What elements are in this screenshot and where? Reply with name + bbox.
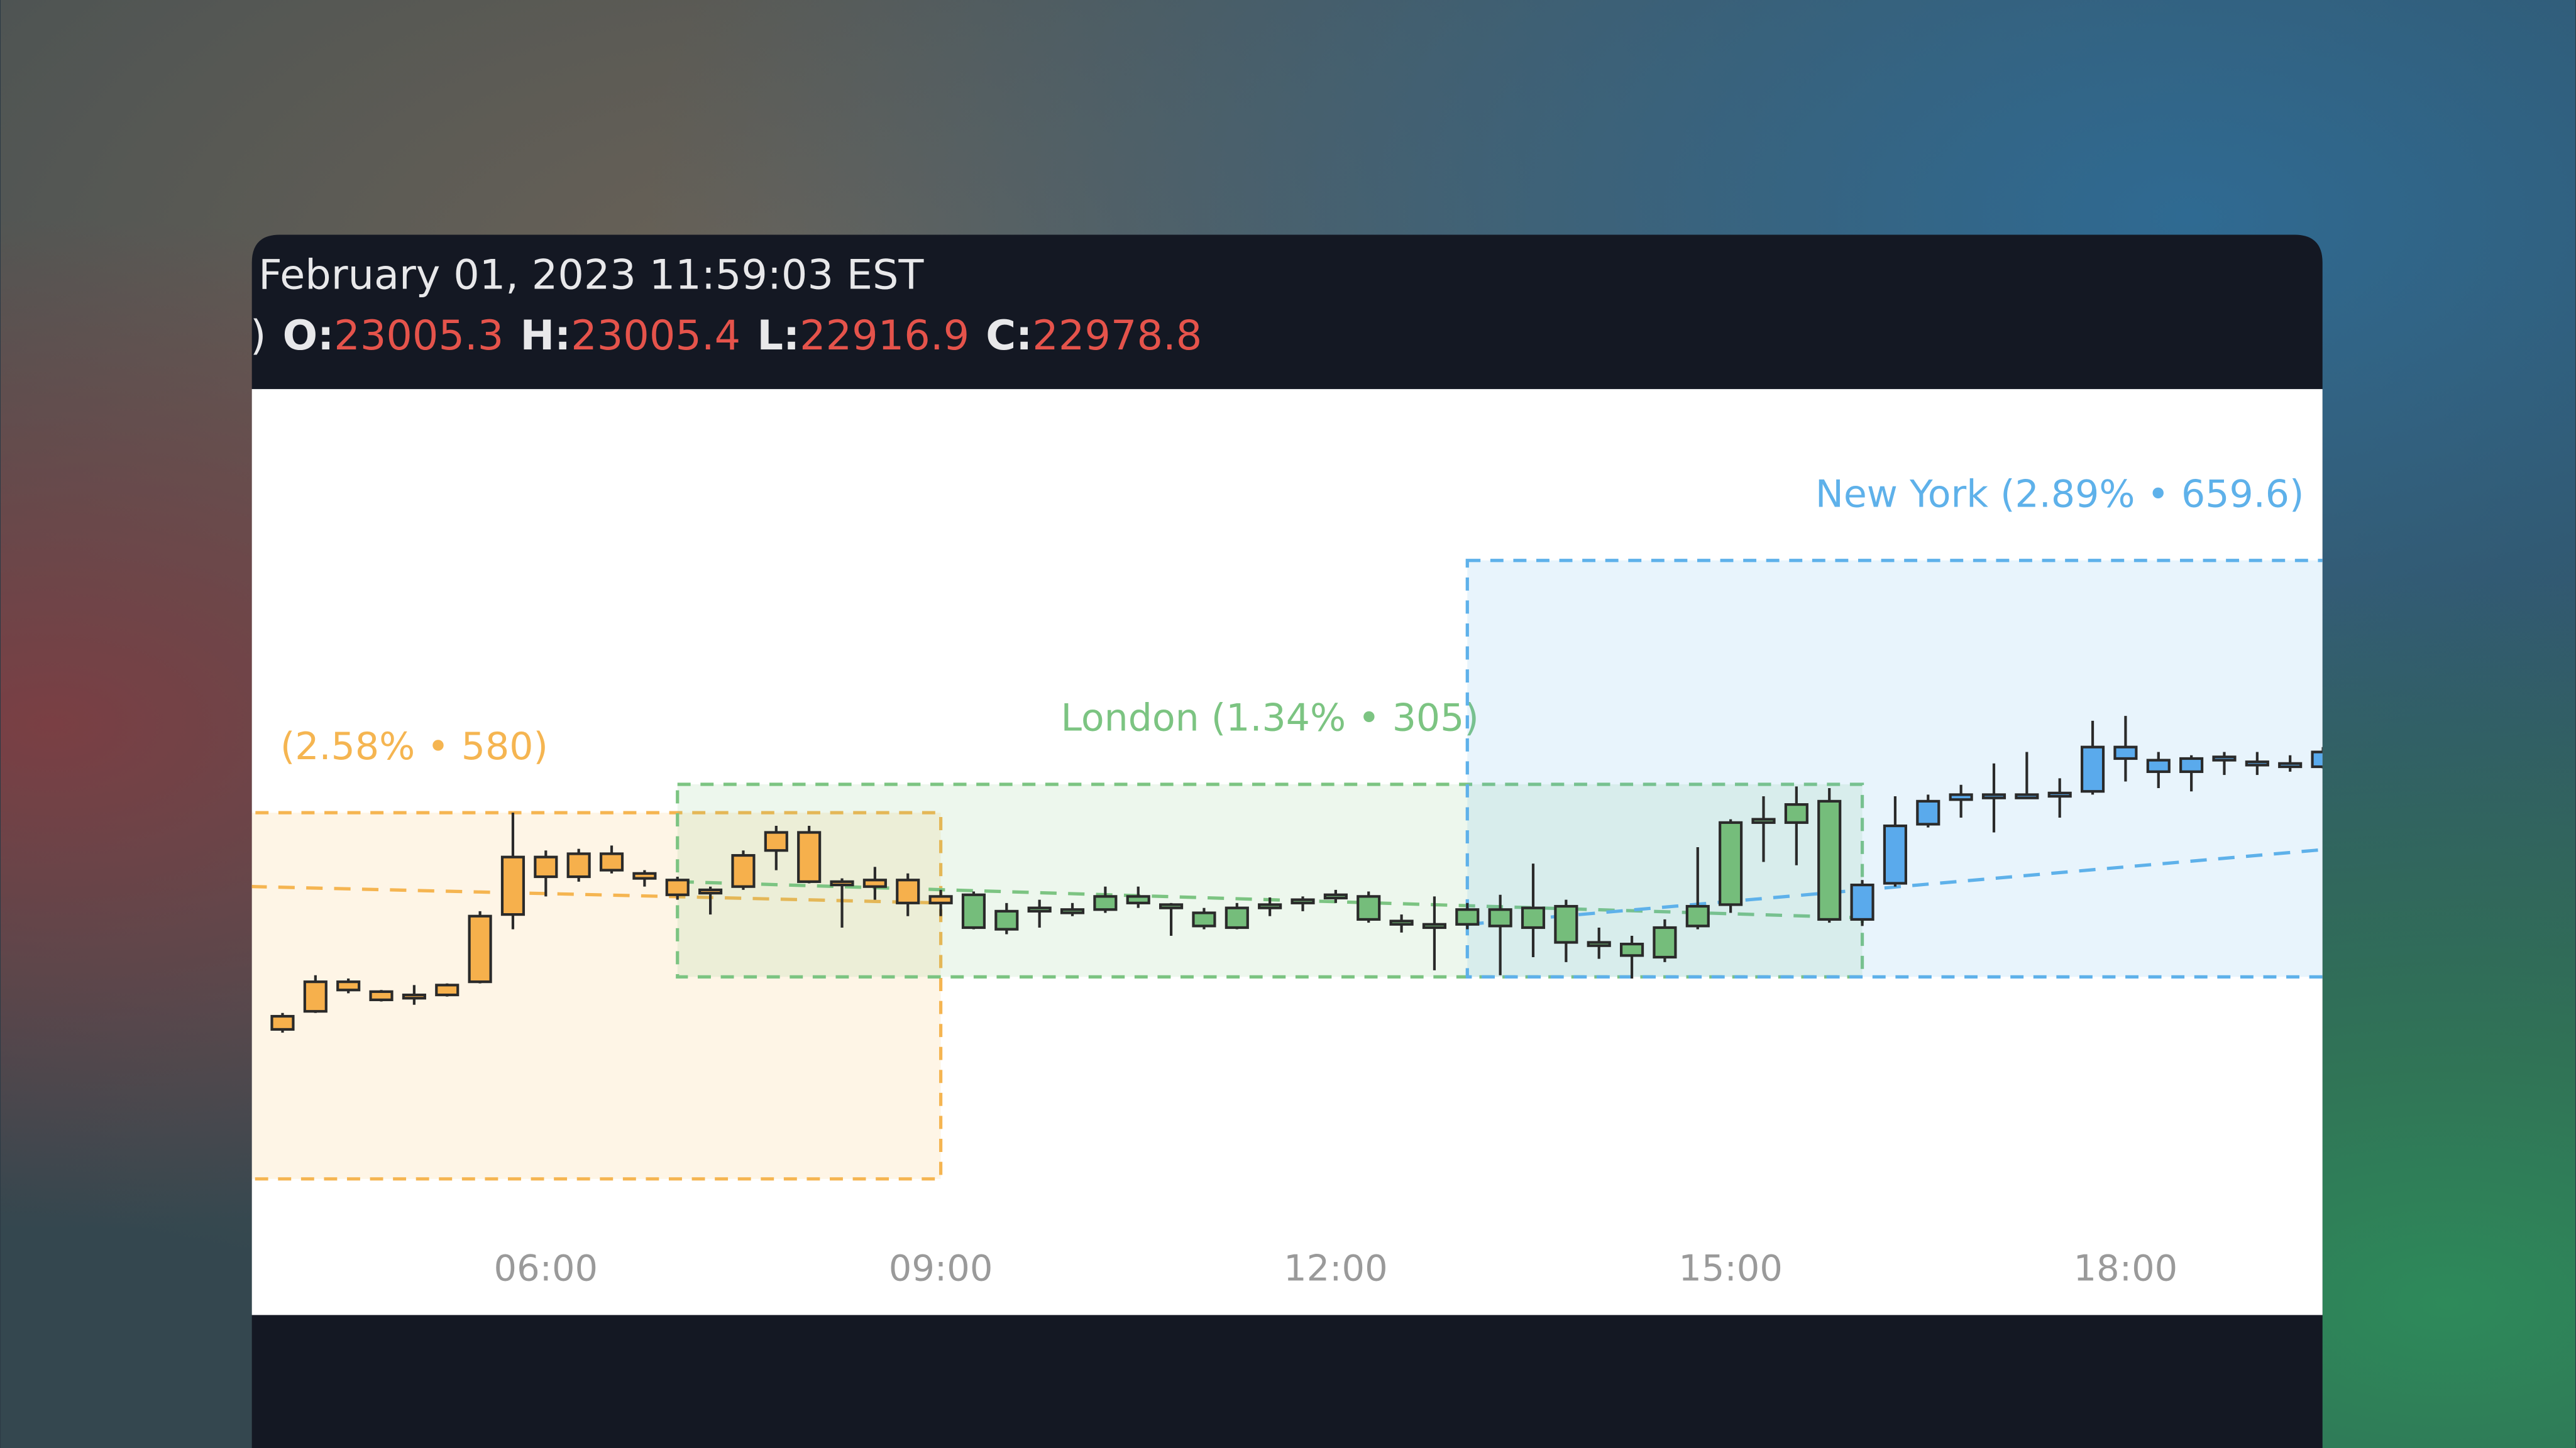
candle-body — [2278, 762, 2303, 769]
candle-body — [1093, 895, 1118, 911]
candle-body — [1620, 943, 1644, 957]
candle-body — [1916, 799, 1940, 826]
candle-body — [1060, 908, 1085, 914]
candle-body — [1455, 908, 1480, 926]
candle-body — [599, 852, 624, 872]
candle-body — [2311, 750, 2323, 769]
session-label: New York (2.89% • 659.6) — [1815, 472, 2304, 516]
candle-body — [928, 895, 953, 904]
candle-body — [1357, 895, 1381, 921]
candle-body — [665, 879, 690, 896]
candle-body — [402, 993, 426, 1000]
candle-body — [896, 879, 920, 904]
candle-body — [961, 893, 986, 930]
ohlc-value: 23005.4 — [571, 312, 740, 359]
candle-body — [698, 888, 723, 895]
session-trend — [251, 885, 941, 905]
ohlc-value: 23005.3 — [334, 312, 504, 359]
candle-body — [336, 980, 361, 992]
ohlc-label: C: — [986, 312, 1032, 359]
candle-body — [1488, 908, 1512, 928]
candle-body — [1751, 818, 1776, 824]
candle-body — [1883, 824, 1907, 885]
candle-body — [862, 879, 887, 888]
candle-body — [468, 914, 492, 984]
x-tick-label: 12:00 — [1284, 1248, 1388, 1290]
candle-body — [270, 1014, 295, 1031]
ohlc-label: H: — [520, 312, 571, 359]
candle-body — [1587, 941, 1611, 947]
x-tick-label: 06:00 — [494, 1248, 598, 1290]
candle-body — [1126, 895, 1150, 904]
candle-body — [1719, 821, 1743, 906]
candle-body — [2113, 745, 2138, 760]
candle-body — [2080, 745, 2105, 793]
candle-body — [1784, 803, 1808, 824]
session-label: (2.58% • 580) — [280, 725, 548, 769]
plot: (2.58% • 580) London (1.34% • 305) New Yor… — [251, 472, 2323, 1181]
ohlc-row: ) O:23005.3 H:23005.4 L:22916.9 C:22978.8 — [250, 312, 1202, 359]
candle-body — [1981, 793, 2006, 799]
session-label: London (1.34% • 305) — [1060, 696, 1478, 740]
ohlc-label: L: — [757, 312, 800, 359]
candle-body — [1192, 911, 1216, 928]
candle-body — [764, 831, 788, 852]
candle-body — [2179, 757, 2204, 773]
candle-body — [534, 855, 558, 879]
candle-body — [1850, 883, 1874, 921]
candle-body — [1258, 903, 1282, 909]
candle-body — [994, 909, 1019, 931]
candle-body — [1225, 906, 1249, 930]
x-tick-label: 15:00 — [1678, 1248, 1783, 1290]
candle-body — [1949, 793, 1973, 801]
candle-body — [2245, 760, 2269, 767]
candle-body — [2015, 793, 2039, 799]
candle-body — [1027, 906, 1052, 913]
candle-body — [500, 855, 526, 916]
candle-body — [830, 880, 854, 887]
candle-body — [2047, 791, 2072, 798]
session-trend — [1467, 848, 2323, 926]
candle-body — [1323, 893, 1348, 900]
session-box — [251, 811, 943, 1181]
candle-body — [435, 984, 460, 997]
prefix: ) — [250, 312, 266, 359]
ohlc-value: 22978.8 — [1032, 312, 1202, 359]
candle-body — [797, 831, 822, 883]
candle-body — [1653, 926, 1677, 959]
candle-body — [1159, 903, 1184, 909]
candle-body — [1521, 906, 1546, 930]
ohlc-label: O: — [283, 312, 334, 359]
candle-body — [1554, 904, 1578, 944]
candle-body — [1817, 799, 1842, 921]
ohlc-value: 22916.9 — [800, 312, 969, 359]
chart-area — [251, 389, 2323, 1315]
candle-body — [1685, 904, 1710, 928]
candle-body — [2146, 759, 2171, 773]
candle-body — [731, 853, 756, 888]
candle-body — [2212, 755, 2237, 762]
candle-body — [303, 980, 328, 1013]
candle-body — [1422, 923, 1447, 930]
candle-body — [1291, 898, 1315, 904]
candle-body — [566, 852, 591, 879]
candle-body — [632, 872, 657, 880]
x-tick-label: 18:00 — [2074, 1248, 2178, 1290]
x-tick-label: 09:00 — [889, 1248, 993, 1290]
datetime: February 01, 2023 11:59:03 EST — [258, 251, 924, 299]
candle-body — [369, 990, 394, 1002]
candle-body — [1389, 919, 1414, 926]
